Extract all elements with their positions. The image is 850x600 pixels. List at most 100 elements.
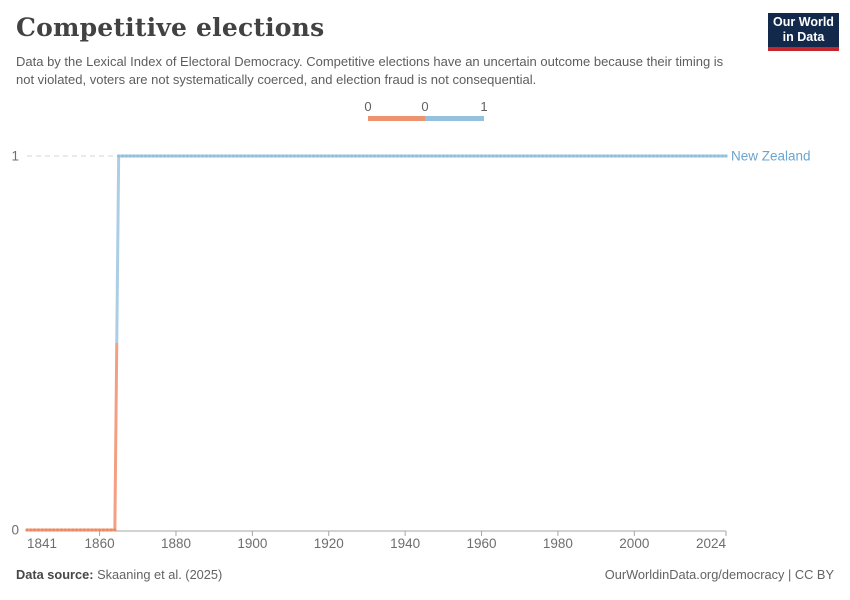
data-point-1859 xyxy=(94,528,98,532)
data-point-1973 xyxy=(529,154,533,158)
data-point-1921 xyxy=(330,154,335,158)
legend-segment-value-1[interactable] xyxy=(425,116,484,121)
data-point-2005 xyxy=(651,154,656,158)
page-title: Competitive elections xyxy=(16,13,325,42)
legend-segment-value-0[interactable] xyxy=(368,116,425,121)
data-point-1899 xyxy=(246,154,251,158)
data-point-1970 xyxy=(518,154,522,158)
data-point-1976 xyxy=(541,154,545,158)
data-point-1943 xyxy=(415,154,419,158)
owid-license-link[interactable]: OurWorldinData.org/democracy | CC BY xyxy=(604,567,834,582)
data-point-2002 xyxy=(640,154,644,158)
data-point-1941 xyxy=(407,154,411,158)
data-point-2019 xyxy=(705,154,709,158)
data-point-1890 xyxy=(212,154,216,158)
data-point-1843 xyxy=(33,528,37,532)
data-point-1920 xyxy=(327,154,331,158)
data-point-1969 xyxy=(514,154,518,158)
data-point-1897 xyxy=(239,154,243,158)
data-point-1914 xyxy=(304,154,308,158)
data-point-1939 xyxy=(399,154,403,158)
data-point-1932 xyxy=(372,154,377,158)
data-point-1881 xyxy=(178,154,182,158)
y-tick-label-0: 0 xyxy=(11,523,19,538)
data-point-1886 xyxy=(197,154,201,158)
data-point-1994 xyxy=(609,154,614,158)
data-point-1956 xyxy=(464,154,468,158)
data-point-2010 xyxy=(670,154,675,158)
data-point-1935 xyxy=(384,154,388,158)
data-point-1891 xyxy=(216,154,220,158)
data-point-1936 xyxy=(388,154,392,158)
data-point-1949 xyxy=(437,154,442,158)
data-point-1977 xyxy=(544,154,549,158)
data-point-1912 xyxy=(296,154,300,158)
data-point-1867 xyxy=(124,154,128,158)
data-point-1919 xyxy=(323,154,327,158)
data-point-1896 xyxy=(235,154,239,158)
data-point-1957 xyxy=(468,154,472,158)
data-point-1901 xyxy=(254,154,258,158)
data-point-1853 xyxy=(71,528,75,532)
series-line-value-0[interactable] xyxy=(27,342,119,532)
data-point-1861 xyxy=(101,528,105,532)
data-point-1846 xyxy=(44,528,48,532)
data-point-2006 xyxy=(655,154,659,158)
data-point-1951 xyxy=(445,154,449,158)
data-point-1879 xyxy=(170,154,174,158)
y-tick-label-1: 1 xyxy=(11,149,19,164)
data-point-1965 xyxy=(499,154,503,158)
x-tick-label-1841: 1841 xyxy=(27,536,57,551)
data-point-1966 xyxy=(502,154,507,158)
data-point-1910 xyxy=(288,154,293,158)
x-tick-label-1920: 1920 xyxy=(314,536,344,551)
data-point-2001 xyxy=(636,154,640,158)
data-point-1873 xyxy=(147,154,151,158)
data-point-1925 xyxy=(346,154,350,158)
legend-labels: 0 0 1 xyxy=(364,99,488,114)
data-point-2000 xyxy=(632,154,636,158)
data-point-1997 xyxy=(621,154,625,158)
data-point-1971 xyxy=(521,154,526,158)
data-point-1938 xyxy=(395,154,400,158)
data-point-1895 xyxy=(231,154,235,158)
data-point-1960 xyxy=(479,154,484,158)
data-point-1876 xyxy=(159,154,163,158)
data-point-1845 xyxy=(40,528,44,532)
data-point-2022 xyxy=(716,154,720,158)
data-point-1860 xyxy=(97,528,102,532)
data-point-1980 xyxy=(556,154,560,158)
legend-label-end: 1 xyxy=(480,99,488,114)
owid-logo-line1: Our World xyxy=(773,15,834,30)
data-point-1850 xyxy=(59,528,63,532)
data-point-1926 xyxy=(350,154,354,158)
series-line-value-1[interactable] xyxy=(115,154,726,344)
data-point-1945 xyxy=(422,154,426,158)
data-point-1875 xyxy=(155,154,159,158)
data-point-1909 xyxy=(285,154,289,158)
data-point-1927 xyxy=(353,154,358,158)
x-tick-label-1940: 1940 xyxy=(390,536,420,551)
data-point-1866 xyxy=(120,154,125,158)
entity-label-new-zealand[interactable]: New Zealand xyxy=(731,149,811,164)
data-point-2003 xyxy=(644,154,648,158)
data-point-1964 xyxy=(495,154,499,158)
data-point-2015 xyxy=(690,154,694,158)
data-point-1916 xyxy=(311,154,316,158)
data-point-1856 xyxy=(82,528,86,532)
data-point-1947 xyxy=(430,154,434,158)
data-point-1942 xyxy=(411,154,415,158)
data-point-1871 xyxy=(139,154,144,158)
data-point-1954 xyxy=(457,154,461,158)
data-point-1953 xyxy=(453,154,457,158)
data-point-1893 xyxy=(224,154,228,158)
legend-label-start: 0 xyxy=(364,99,372,114)
data-point-1950 xyxy=(441,154,445,158)
data-point-1894 xyxy=(227,154,232,158)
data-point-1918 xyxy=(319,154,323,158)
data-point-1907 xyxy=(277,154,281,158)
data-point-1874 xyxy=(151,154,155,158)
data-point-1946 xyxy=(426,154,430,158)
data-point-1885 xyxy=(193,154,197,158)
data-point-1858 xyxy=(90,528,94,532)
